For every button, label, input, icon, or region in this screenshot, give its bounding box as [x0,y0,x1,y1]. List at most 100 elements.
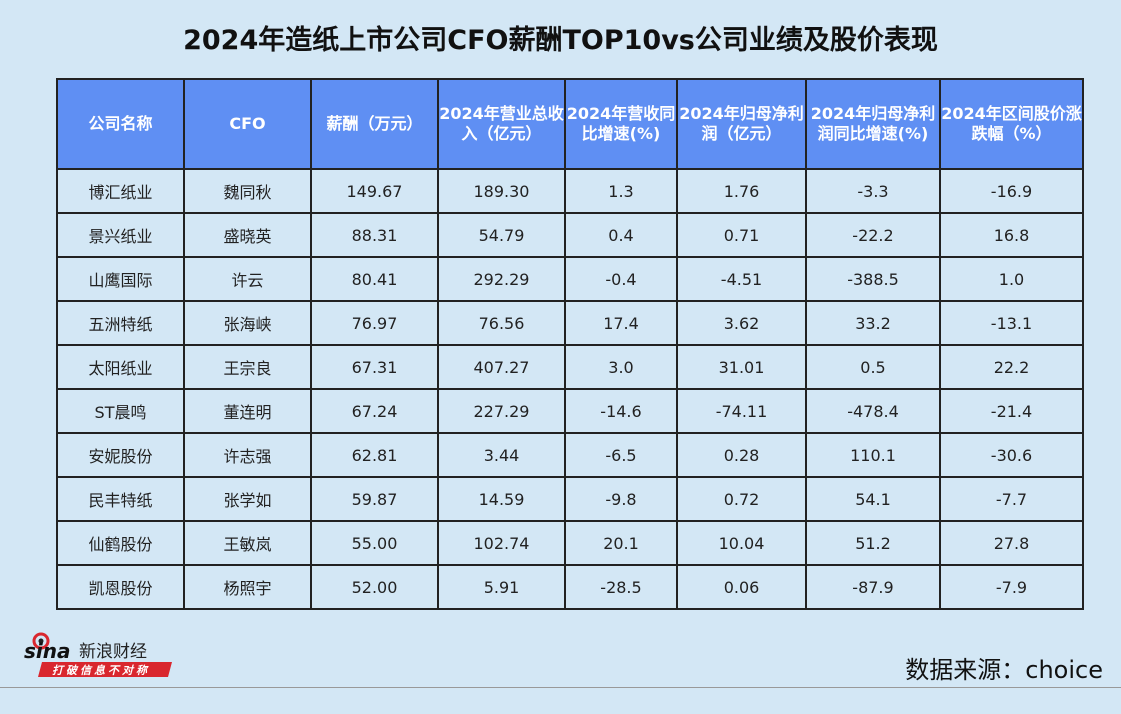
table-cell: -14.6 [564,388,678,434]
table-cell: 0.71 [676,212,807,258]
table-cell: 景兴纸业 [56,212,185,258]
table-cell: 76.56 [437,300,566,346]
table-row: 民丰特纸 张学如 59.87 14.59 -9.8 0.72 54.1 -7.7 [56,476,1084,522]
table-cell: 407.27 [437,344,566,390]
page-title: 2024年造纸上市公司CFO薪酬TOP10vs公司业绩及股价表现 [183,25,938,56]
table-cell: -7.7 [939,476,1084,522]
table-cell: 0.28 [676,432,807,478]
table-cell: -6.5 [564,432,678,478]
table-cell: -7.9 [939,564,1084,610]
table-cell: 1.0 [939,256,1084,302]
column-header: 2024年营业总收入（亿元） [437,78,566,170]
column-header: 2024年营收同比增速(%) [564,78,678,170]
table-cell: 5.91 [437,564,566,610]
table-cell: 0.72 [676,476,807,522]
table-row: 凯恩股份 杨照宇 52.00 5.91 -28.5 0.06 -87.9 -7.9 [56,564,1084,610]
table-cell: -13.1 [939,300,1084,346]
table-cell: 魏同秋 [183,168,312,214]
table-cell: 杨照宇 [183,564,312,610]
table-cell: 许云 [183,256,312,302]
table-cell: 76.97 [310,300,439,346]
table-row: 安妮股份 许志强 62.81 3.44 -6.5 0.28 110.1 -30.6 [56,432,1084,478]
table-row: 太阳纸业 王宗良 67.31 407.27 3.0 31.01 0.5 22.2 [56,344,1084,390]
column-header: CFO [183,78,312,170]
table-cell: 王宗良 [183,344,312,390]
table-cell: 3.44 [437,432,566,478]
data-table: 公司名称 CFO 薪酬（万元） 2024年营业总收入（亿元） 2024年营收同比增速(%… [56,78,1084,610]
table-cell: -478.4 [805,388,941,434]
table-cell: 仙鹤股份 [56,520,185,566]
table-cell: 1.3 [564,168,678,214]
table-cell: 太阳纸业 [56,344,185,390]
table-cell: 22.2 [939,344,1084,390]
table-cell: 88.31 [310,212,439,258]
data-source: 数据来源：choice [905,656,1103,684]
table-cell: -388.5 [805,256,941,302]
column-header: 2024年区间股价涨跌幅（%） [939,78,1084,170]
column-header: 2024年归母净利润同比增速(%) [805,78,941,170]
table-cell: -74.11 [676,388,807,434]
sina-finance-logo: sina 新浪财经 打破信息不对称 [22,628,182,682]
table-cell: 10.04 [676,520,807,566]
table-cell: 149.67 [310,168,439,214]
table-row: 五洲特纸 张海峡 76.97 76.56 17.4 3.62 33.2 -13.1 [56,300,1084,346]
table-cell: -3.3 [805,168,941,214]
table-cell: 王敏岚 [183,520,312,566]
column-header: 薪酬（万元） [310,78,439,170]
table-row: 景兴纸业 盛晓英 88.31 54.79 0.4 0.71 -22.2 16.8 [56,212,1084,258]
table-cell: 董连明 [183,388,312,434]
table-cell: 110.1 [805,432,941,478]
table-cell: -21.4 [939,388,1084,434]
table-cell: -28.5 [564,564,678,610]
svg-text:新浪财经: 新浪财经 [79,642,147,662]
table-cell: 0.5 [805,344,941,390]
table-cell: 许志强 [183,432,312,478]
table-cell: 16.8 [939,212,1084,258]
table-cell: 盛晓英 [183,212,312,258]
table-cell: 31.01 [676,344,807,390]
table-cell: 80.41 [310,256,439,302]
svg-text:打破信息不对称: 打破信息不对称 [52,664,150,677]
table-cell: 67.31 [310,344,439,390]
table-cell: 51.2 [805,520,941,566]
table-cell: 山鹰国际 [56,256,185,302]
table-cell: 民丰特纸 [56,476,185,522]
table-cell: 3.0 [564,344,678,390]
table-cell: 博汇纸业 [56,168,185,214]
table-cell: 62.81 [310,432,439,478]
table-row: 博汇纸业 魏同秋 149.67 189.30 1.3 1.76 -3.3 -16.9 [56,168,1084,214]
table-cell: 67.24 [310,388,439,434]
table-cell: 55.00 [310,520,439,566]
column-header: 公司名称 [56,78,185,170]
table-cell: 17.4 [564,300,678,346]
table-cell: 张海峡 [183,300,312,346]
table-cell: -30.6 [939,432,1084,478]
table-cell: 59.87 [310,476,439,522]
table-cell: 20.1 [564,520,678,566]
table-cell: 227.29 [437,388,566,434]
column-header: 2024年归母净利润（亿元） [676,78,807,170]
table-row: 仙鹤股份 王敏岚 55.00 102.74 20.1 10.04 51.2 27.8 [56,520,1084,566]
table-cell: 189.30 [437,168,566,214]
divider [0,687,1121,688]
table-cell: 凯恩股份 [56,564,185,610]
table-cell: -16.9 [939,168,1084,214]
table-cell: 0.4 [564,212,678,258]
table-cell: 33.2 [805,300,941,346]
table-cell: 292.29 [437,256,566,302]
table-cell: 1.76 [676,168,807,214]
table-cell: 52.00 [310,564,439,610]
table-cell: -4.51 [676,256,807,302]
table-cell: 3.62 [676,300,807,346]
table-cell: -22.2 [805,212,941,258]
table-cell: 安妮股份 [56,432,185,478]
table-cell: 27.8 [939,520,1084,566]
table-cell: -87.9 [805,564,941,610]
table-cell: 0.06 [676,564,807,610]
table-cell: 102.74 [437,520,566,566]
table-cell: -9.8 [564,476,678,522]
table-cell: -0.4 [564,256,678,302]
table-cell: 五洲特纸 [56,300,185,346]
table-cell: 张学如 [183,476,312,522]
table-cell: 54.1 [805,476,941,522]
